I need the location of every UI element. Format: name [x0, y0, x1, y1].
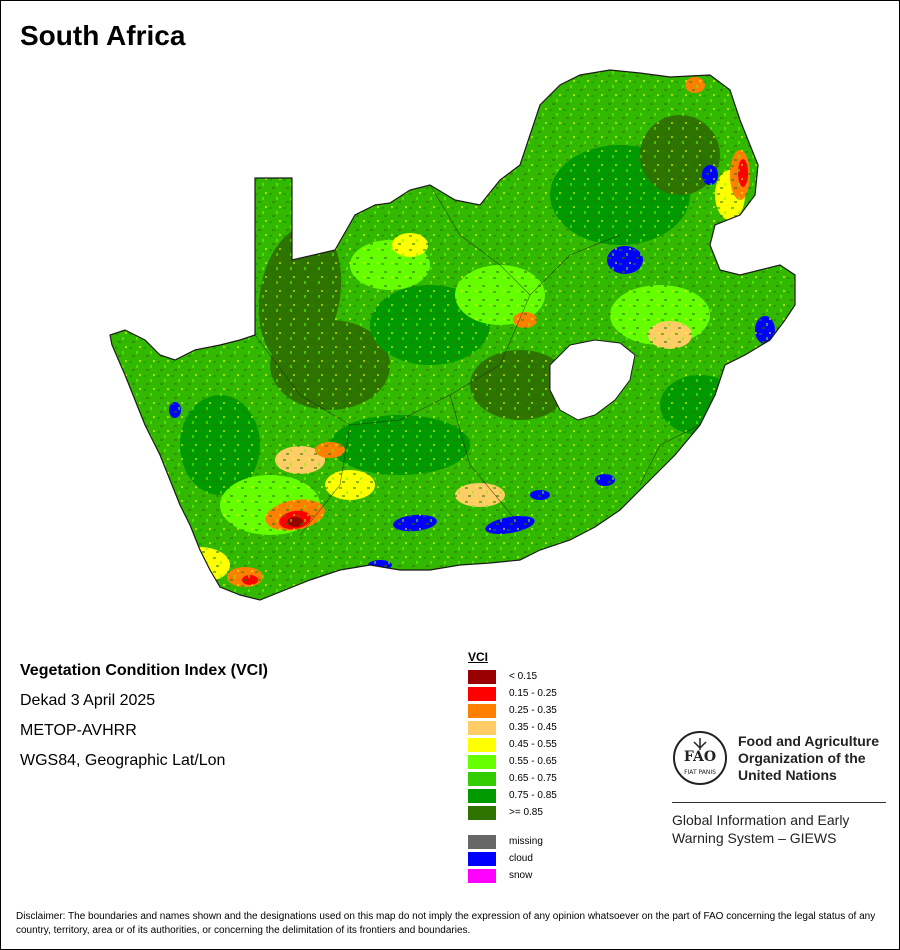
- fao-logo-letters: FAO: [684, 749, 716, 765]
- province-boundary: [449, 394, 521, 526]
- legend-swatch: [468, 754, 496, 769]
- province-boundary: [299, 424, 351, 536]
- legend-label: 0.65 - 0.75: [509, 773, 557, 784]
- legend-swatch: [468, 868, 496, 883]
- province-boundary: [499, 234, 621, 366]
- south-africa-country: [109, 69, 796, 601]
- legend-class-item: 0.25 - 0.35: [468, 702, 557, 719]
- legend-other-item: snow: [468, 867, 557, 884]
- legend-class-item: 0.75 - 0.85: [468, 787, 557, 804]
- lesotho-hole: [549, 339, 636, 421]
- fao-org-name: Food and Agriculture Organization of the…: [738, 732, 880, 783]
- legend-label: >= 0.85: [509, 807, 543, 818]
- legend-class-item: 0.65 - 0.75: [468, 770, 557, 787]
- map-title: South Africa: [20, 20, 186, 51]
- legend-class-item: < 0.15: [468, 668, 557, 685]
- legend-label: 0.45 - 0.55: [509, 739, 557, 750]
- vci-legend: VCI < 0.15 0.15 - 0.25 0.25 - 0.35 0.35 - 0…: [468, 650, 557, 884]
- fao-divider: [672, 802, 886, 803]
- legend-label: < 0.15: [509, 671, 538, 682]
- province-boundary: [429, 184, 531, 296]
- legend-class-item: 0.35 - 0.45: [468, 719, 557, 736]
- legend-label: 0.25 - 0.35: [509, 705, 557, 716]
- sensor-label: METOP-AVHRR: [20, 722, 137, 739]
- country-border: [109, 69, 796, 601]
- legend-label: snow: [509, 870, 533, 881]
- legend-class-item: 0.55 - 0.65: [468, 753, 557, 770]
- legend-label: 0.55 - 0.65: [509, 756, 557, 767]
- disclaimer: Disclaimer: The boundaries and names sho…: [16, 911, 876, 936]
- legend-other-item: missing: [468, 833, 557, 850]
- legend-swatch: [468, 720, 496, 735]
- fao-logo-icon: FAO FIAT PANIS: [673, 731, 727, 785]
- legend-label: 0.75 - 0.85: [509, 790, 557, 801]
- legend-label: missing: [509, 836, 543, 847]
- province-boundary: [639, 424, 701, 486]
- legend-swatch: [468, 805, 496, 820]
- vci-texture: [110, 70, 795, 600]
- legend-label: 0.35 - 0.45: [509, 722, 557, 733]
- legend-swatch: [468, 686, 496, 701]
- legend-class-item: 0.45 - 0.55: [468, 736, 557, 753]
- legend-label: 0.15 - 0.25: [509, 688, 557, 699]
- legend-swatch: [468, 771, 496, 786]
- legend-title: VCI: [468, 650, 489, 664]
- legend-other-item: cloud: [468, 850, 557, 867]
- legend-class-item: >= 0.85: [468, 804, 557, 821]
- projection-label: WGS84, Geographic Lat/Lon: [20, 752, 226, 769]
- vci-map: [109, 69, 796, 601]
- period-label: Dekad 3 April 2025: [20, 692, 156, 709]
- province-boundary: [254, 334, 501, 426]
- legend-class-item: 0.15 - 0.25: [468, 685, 557, 702]
- index-name: Vegetation Condition Index (VCI): [20, 662, 268, 679]
- legend-swatch: [468, 703, 496, 718]
- legend-swatch: [468, 851, 496, 866]
- legend-swatch: [468, 788, 496, 803]
- legend-swatch: [468, 669, 496, 684]
- legend-swatch: [468, 737, 496, 752]
- legend-swatch: [468, 834, 496, 849]
- map-info: Vegetation Condition Index (VCI) Dekad 3…: [20, 656, 268, 776]
- fao-logo-motto: FIAT PANIS: [684, 769, 716, 776]
- fao-branding: FAO FIAT PANIS Food and Agriculture Orga…: [672, 730, 888, 847]
- legend-classes: < 0.15 0.15 - 0.25 0.25 - 0.35 0.35 - 0.45 0…: [468, 668, 557, 821]
- legend-other: missing cloud snow: [468, 833, 557, 884]
- vci-patch: [744, 226, 756, 254]
- giews-name: Global Information and Early Warning Sys…: [672, 812, 850, 846]
- legend-label: cloud: [509, 853, 533, 864]
